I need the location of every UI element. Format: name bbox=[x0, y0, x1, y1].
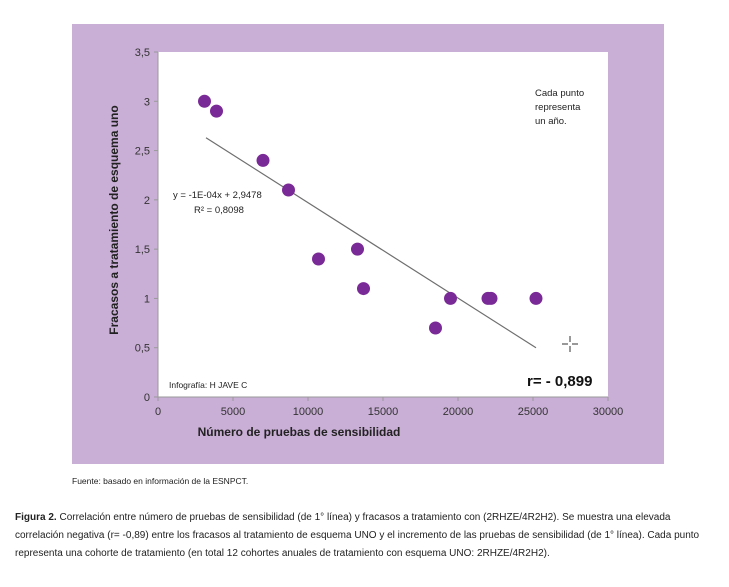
x-axis-title: Número de pruebas de sensibilidad bbox=[198, 425, 401, 439]
data-point-12 bbox=[529, 291, 543, 305]
source-note: Fuente: basado en información de la ESNP… bbox=[72, 476, 249, 486]
chart-axes bbox=[154, 51, 609, 401]
y-tick-label: 2 bbox=[144, 195, 150, 207]
caption-label: Figura 2. bbox=[15, 512, 57, 523]
note-line-3: un año. bbox=[535, 116, 567, 127]
y-axis-title: Fracasos a tratamiento de esquema uno bbox=[107, 105, 121, 334]
x-tick-label: 20000 bbox=[443, 406, 474, 418]
y-tick-label: 3 bbox=[144, 96, 150, 108]
chart-panel: 0 0,5 1 1,5 2 2,5 3 3,5 0 5000 10000 15000 20000 2500… bbox=[72, 24, 664, 464]
figure-caption: Figura 2. Correlación entre número de pr… bbox=[15, 509, 720, 563]
data-point-2 bbox=[210, 104, 223, 118]
plot-area bbox=[158, 52, 608, 397]
y-tick-label: 1,5 bbox=[135, 244, 150, 256]
data-point-8 bbox=[429, 321, 442, 335]
data-point-11 bbox=[484, 291, 498, 305]
data-point-7 bbox=[357, 282, 370, 296]
infographic-credit: Infografía: H JAVE C bbox=[169, 380, 247, 390]
data-point-9 bbox=[444, 291, 457, 305]
x-tick-label: 5000 bbox=[221, 406, 245, 418]
trendline bbox=[205, 137, 537, 349]
y-tick-label: 3,5 bbox=[135, 47, 150, 59]
x-tick-label: 10000 bbox=[293, 406, 324, 418]
data-points bbox=[198, 94, 543, 335]
r-squared: R² = 0,8098 bbox=[194, 205, 244, 216]
scatter-chart: 0 0,5 1 1,5 2 2,5 3 3,5 0 5000 10000 15000 20000 2500… bbox=[107, 47, 624, 439]
x-tick-label: 30000 bbox=[593, 406, 624, 418]
x-tick-label: 0 bbox=[155, 406, 161, 418]
x-tick-label: 25000 bbox=[518, 406, 549, 418]
regression-equation: y = -1E-04x + 2,9478 bbox=[173, 190, 262, 201]
y-tick-label: 2,5 bbox=[135, 146, 150, 158]
y-tick-label: 0 bbox=[144, 392, 150, 404]
y-tick-label: 0,5 bbox=[135, 343, 150, 355]
data-point-4 bbox=[282, 183, 295, 197]
data-point-1 bbox=[198, 94, 211, 108]
correlation-value: r= - 0,899 bbox=[527, 373, 592, 390]
data-point-5 bbox=[312, 252, 325, 266]
y-tick-label: 1 bbox=[144, 293, 150, 305]
caption-title: Correlación entre número de pruebas de s… bbox=[59, 512, 560, 523]
crosshair-cursor-icon bbox=[562, 336, 578, 352]
data-point-3 bbox=[256, 153, 270, 167]
note-line-1: Cada punto bbox=[535, 88, 584, 99]
note-line-2: representa bbox=[535, 102, 581, 113]
caption-body: Se muestra una elevada correlación negat… bbox=[15, 512, 700, 559]
data-point-6 bbox=[351, 242, 364, 256]
x-tick-label: 15000 bbox=[368, 406, 399, 418]
tick-labels: 0 0,5 1 1,5 2 2,5 3 3,5 0 5000 10000 15000 20000 2500… bbox=[135, 47, 624, 418]
